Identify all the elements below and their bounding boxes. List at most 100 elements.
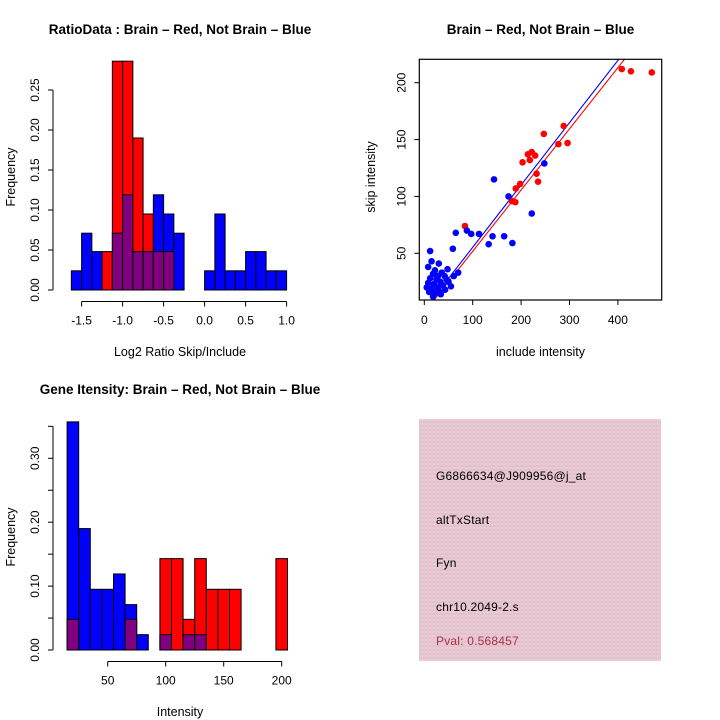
scatter-point [475,230,483,238]
gene-name-text: Fyn [436,556,457,570]
y-tick-label: 0.00 [28,278,42,302]
x-tick-label: 100 [463,313,483,327]
scatter-point [424,263,432,271]
ratio-histogram-chart: RatioData : Brain – Red, Not Brain – Blu… [4,22,312,359]
x-tick-label: -1.5 [71,314,92,328]
x-tick-label: 100 [156,674,176,688]
x-axis-label: include intensity [496,345,586,359]
x-tick-label: 0.5 [237,314,254,328]
x-tick-label: 0.0 [196,314,213,328]
scatter-point [428,257,435,265]
scatter-point [627,68,635,75]
histogram-overlap-bar [182,634,196,651]
x-tick-label: 200 [272,674,292,688]
event-type-text: altTxStart [436,513,490,527]
scatter-point [524,151,532,158]
scatter-point [463,227,471,234]
histogram-bar [265,270,277,291]
x-tick-label: 400 [608,313,628,327]
histogram-overlap-bar [152,251,165,291]
scatter-point [489,232,496,240]
scatter-point [540,130,548,138]
histogram-bar [214,213,226,291]
y-tick-label: 0.15 [28,158,42,182]
scatter-point [534,178,542,185]
x-axis-label: Intensity [157,705,204,719]
histogram-overlap-bar [194,634,207,651]
scatter-point [564,139,571,147]
y-tick-label: 0.25 [28,78,42,102]
y-tick-label: 0.00 [28,638,42,662]
scatter-point [435,287,443,295]
scatter-point [618,65,626,73]
pval-text: Pval: 0.568457 [436,634,519,648]
scatter-point [541,160,548,167]
histogram-bar [101,588,115,651]
histogram-bar [229,588,242,651]
histogram-overlap-bar [159,634,172,651]
histogram-bar [66,421,80,651]
histogram-overlap-bar [163,251,175,291]
x-tick-label: 0 [421,313,428,327]
histogram-overlap-bar [66,618,80,651]
x-tick-label: 200 [511,313,531,327]
y-tick-label: 0.05 [28,238,42,262]
histogram-bar [217,588,230,651]
x-tick-label: -1.0 [112,314,133,328]
histogram-bar [173,232,185,291]
histogram-bar [204,270,216,291]
scatter-point [452,229,460,237]
histogram-bar [91,251,103,291]
histogram-overlap-bar [124,618,138,651]
histogram-bar [101,251,113,291]
x-tick-label: 1.0 [278,314,295,328]
y-tick-label: 0.10 [28,198,42,222]
histogram-bar [205,588,219,651]
locus-text: chr10.2049-2.s [436,600,519,614]
chart-title: Brain – Red, Not Brain – Blue [447,22,635,37]
histogram-bar [245,251,257,291]
chart-title: Gene Itensity: Brain – Red, Not Brain – … [40,382,321,397]
scatter-point [490,176,498,183]
histogram-bar [81,232,93,291]
histogram-bar [275,558,288,651]
red-fit-line [433,59,626,300]
histogram-bar [89,588,103,651]
histogram-overlap-bar [111,232,124,291]
scatter-point [511,198,519,206]
scatter-point [435,260,443,267]
histogram-bar [171,558,184,651]
histogram-bar [70,270,83,291]
y-axis-label: Frequency [4,507,18,567]
histogram-bar [136,634,149,651]
scatter-point [526,156,534,164]
histogram-bar [224,270,236,291]
histogram-bar [255,251,267,291]
y-tick-label: 0.10 [28,574,42,598]
intensity-scatter-chart: Brain – Red, Not Brain – Blue include int… [364,22,663,359]
y-tick-label: 50 [394,246,408,260]
x-tick-label: 150 [214,674,234,688]
histogram-bar [275,270,288,291]
scatter-point [533,170,540,177]
y-tick-label: 0.20 [28,118,42,142]
chart-title: RatioData : Brain – Red, Not Brain – Blu… [49,22,312,37]
scatter-point [485,240,492,248]
scatter-point [444,265,451,273]
scatter-point [441,286,449,293]
histogram-overlap-bar [142,251,154,291]
y-tick-label: 0.30 [28,446,42,470]
scatter-point [519,159,526,166]
gene-info-box: G6866634@J909956@j_at altTxStart Fyn chr… [419,419,661,661]
gene-intensity-histogram-chart: Gene Itensity: Brain – Red, Not Brain – … [4,382,321,719]
histogram-bar [78,528,91,651]
histogram-overlap-bar [122,194,134,291]
scatter-point [509,239,516,247]
scatter-point [560,122,567,130]
scatter-point [449,245,457,253]
scatter-point [555,140,562,148]
y-tick-label: 100 [394,186,408,206]
scatter-point [445,278,452,286]
scatter-point [648,69,656,76]
scatter-point [423,284,431,291]
